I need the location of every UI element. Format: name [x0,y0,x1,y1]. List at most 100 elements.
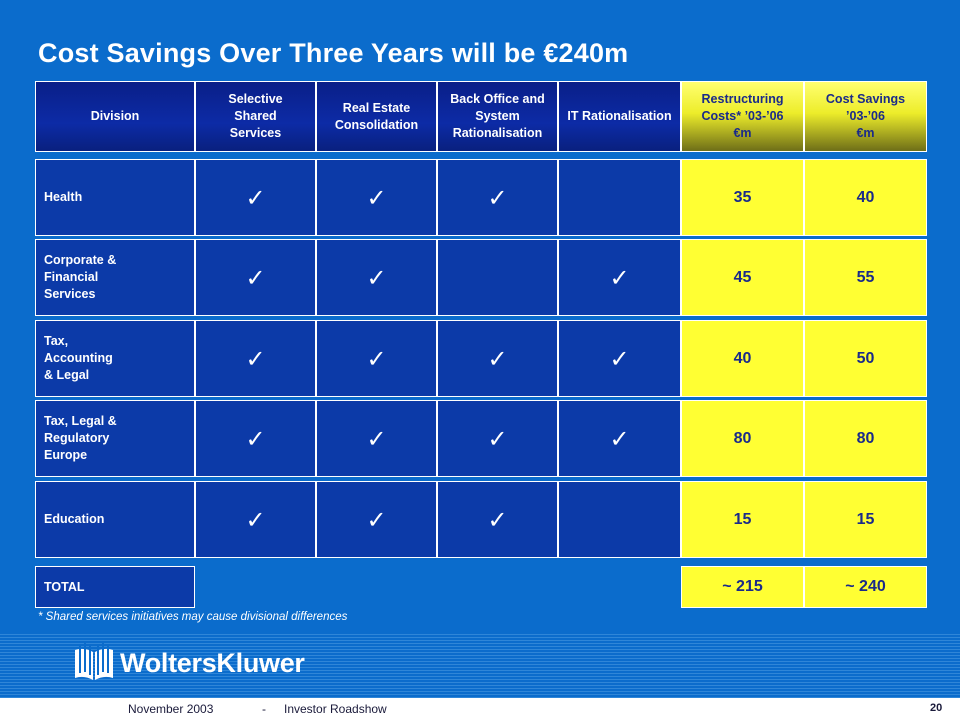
header-restructuring-line2: Costs* ’03-’06 [701,109,784,123]
book-icon [75,643,113,680]
header-division: Division [35,81,195,152]
row-label-line: Financial [44,270,99,284]
row-label-line: Tax, Legal & [44,414,117,428]
total-label-text: TOTAL [44,579,85,594]
checkmark-icon: ✓ [366,183,387,212]
total-label: TOTAL [35,566,195,608]
savings-value: 50 [856,349,875,367]
checkmark-icon: ✓ [366,263,387,292]
header-cost-savings: Cost Savings ’03-’06 €m [804,81,927,152]
restructuring-value-cell: 80 [681,400,804,477]
header-it-rationalisation: IT Rationalisation [558,81,681,152]
checkmark-icon: ✓ [366,424,387,453]
footer-event: Investor Roadshow [284,702,387,716]
header-selective-shared-services: Selective Shared Services [195,81,316,152]
row-label: Tax, Accounting & Legal [35,320,195,397]
restructuring-value: 35 [733,188,752,206]
restructuring-value-cell: 40 [681,320,804,397]
initiative-cell: ✓ [316,320,437,397]
header-selective-shared-services-label: Selective Shared Services [228,92,283,140]
header-real-estate-consolidation: Real Estate Consolidation [316,81,437,152]
restructuring-value: 45 [733,268,752,286]
row-label-line: Tax, [44,334,69,348]
restructuring-value-cell: 35 [681,159,804,236]
initiative-cell: ✓ [195,239,316,316]
page-number: 20 [930,702,943,714]
initiative-cell [558,481,681,558]
total-restructuring: ~ 215 [681,566,804,608]
row-label: Tax, Legal & Regulatory Europe [35,400,195,477]
savings-value-cell: 15 [804,481,927,558]
restructuring-value: 15 [733,510,752,528]
header-restructuring-costs: Restructuring Costs* ’03-’06 €m [681,81,804,152]
checkmark-icon: ✓ [245,263,266,292]
savings-value-cell: 50 [804,320,927,397]
savings-value-cell: 80 [804,400,927,477]
footer-bar [0,698,960,720]
checkmark-icon: ✓ [366,344,387,373]
row-label-lines: Corporate & Financial Services [44,252,116,303]
savings-value: 55 [856,268,875,286]
header-back-office-label: Back Office and System Rationalisation [450,92,545,140]
row-label-line: Europe [44,448,88,462]
initiative-cell [558,159,681,236]
checkmark-icon: ✓ [245,505,266,534]
header-it-label: IT Rationalisation [567,109,672,123]
checkmark-icon: ✓ [245,183,266,212]
checkmark-icon: ✓ [487,344,508,373]
row-label-line: Regulatory [44,431,110,445]
checkmark-icon: ✓ [487,424,508,453]
row-label-line: Corporate & [44,253,117,267]
header-restructuring-line1: Restructuring [701,92,784,106]
row-label-lines: Tax, Legal & Regulatory Europe [44,413,117,464]
savings-value-cell: 40 [804,159,927,236]
total-restructuring-value: ~ 215 [722,578,763,595]
restructuring-value: 80 [733,429,752,447]
initiative-cell: ✓ [437,400,558,477]
row-label-line: Health [44,190,83,204]
checkmark-icon: ✓ [366,505,387,534]
restructuring-value-cell: 15 [681,481,804,558]
header-savings-line2: ’03-’06 [846,109,885,123]
initiative-cell: ✓ [195,320,316,397]
initiative-cell: ✓ [195,159,316,236]
initiative-cell: ✓ [558,320,681,397]
header-savings-line1: Cost Savings [825,92,906,106]
checkmark-icon: ✓ [609,344,630,373]
row-label-lines: Education [44,511,104,528]
initiative-cell: ✓ [437,159,558,236]
footer-stripe-band [0,632,960,698]
checkmark-icon: ✓ [487,183,508,212]
initiative-cell: ✓ [195,400,316,477]
row-label: Education [35,481,195,558]
initiative-cell [437,239,558,316]
restructuring-value: 40 [733,349,752,367]
footer-date: November 2003 [128,702,214,716]
initiative-cell: ✓ [316,239,437,316]
total-savings-value: ~ 240 [845,578,886,595]
row-label-line: Education [44,512,105,526]
total-savings: ~ 240 [804,566,927,608]
footnote: * Shared services initiatives may cause … [38,611,348,623]
row-label: Health [35,159,195,236]
initiative-cell: ✓ [316,400,437,477]
logo-text: WoltersKluwer [120,648,305,678]
row-label-lines: Tax, Accounting & Legal [44,333,113,384]
row-label-lines: Health [44,189,82,206]
row-label-line: Accounting [44,351,113,365]
initiative-cell: ✓ [437,481,558,558]
header-division-label: Division [90,109,140,123]
initiative-cell: ✓ [437,320,558,397]
savings-value: 80 [856,429,875,447]
savings-value: 40 [856,188,875,206]
checkmark-icon: ✓ [609,263,630,292]
header-back-office-rationalisation: Back Office and System Rationalisation [437,81,558,152]
checkmark-icon: ✓ [609,424,630,453]
savings-value-cell: 55 [804,239,927,316]
checkmark-icon: ✓ [245,344,266,373]
header-savings-line3: €m [856,126,875,140]
row-label-line: Services [44,287,96,301]
initiative-cell: ✓ [558,400,681,477]
initiative-cell: ✓ [316,159,437,236]
header-restructuring-line3: €m [733,126,752,140]
